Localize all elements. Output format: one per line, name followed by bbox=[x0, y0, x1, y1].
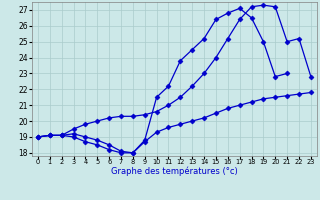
X-axis label: Graphe des températures (°c): Graphe des températures (°c) bbox=[111, 167, 238, 176]
